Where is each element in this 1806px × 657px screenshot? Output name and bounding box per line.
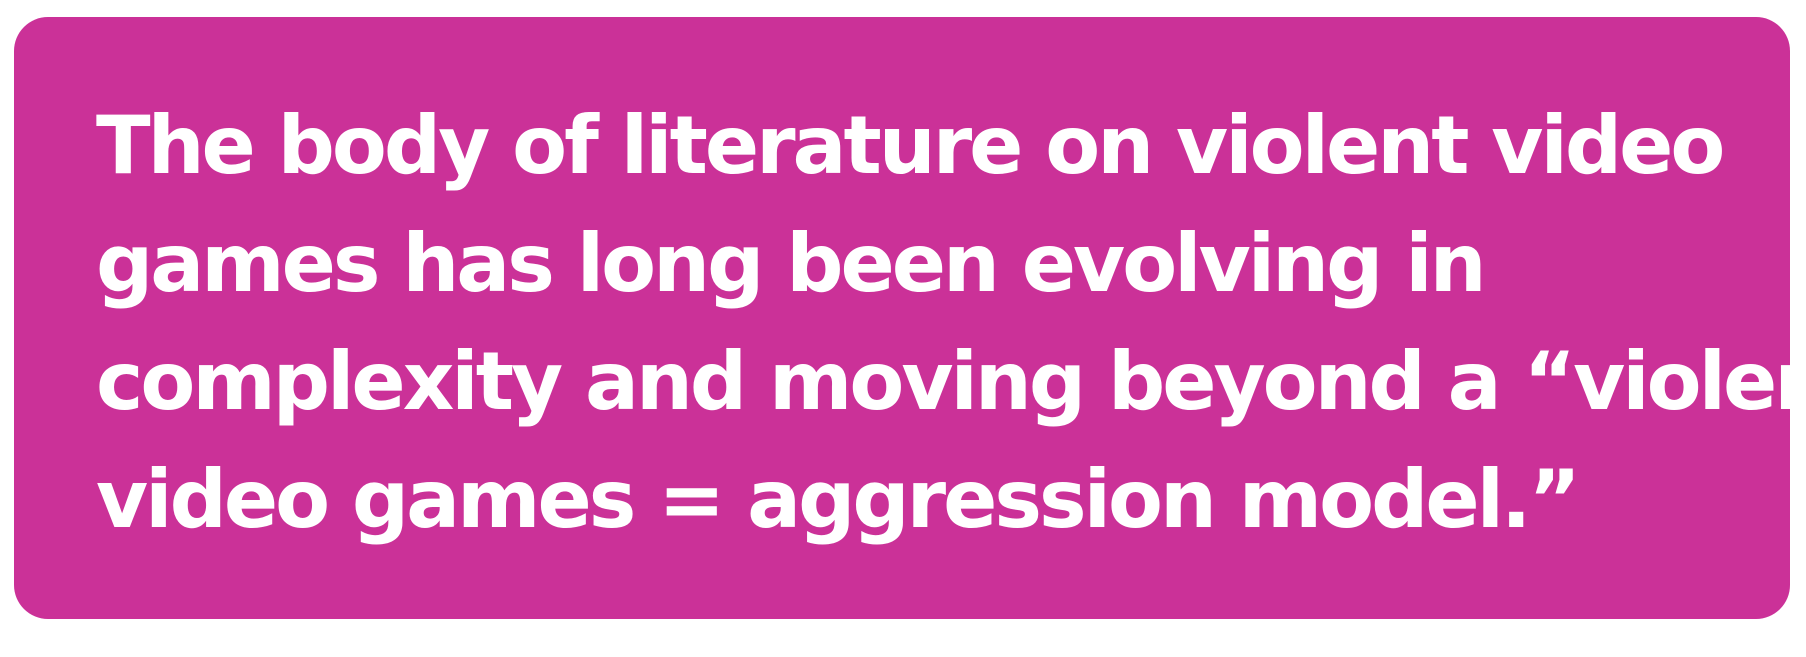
quote-line-1: The body of literature on violent video — [96, 99, 1725, 192]
pull-quote-card: The body of literature on violent video … — [14, 17, 1806, 619]
quote-line-3: complexity and moving beyond a “violent — [96, 335, 1806, 428]
quote-line-2: games has long been evolving in — [96, 217, 1487, 310]
quote-line-4: video games = aggression model.” — [96, 453, 1581, 546]
